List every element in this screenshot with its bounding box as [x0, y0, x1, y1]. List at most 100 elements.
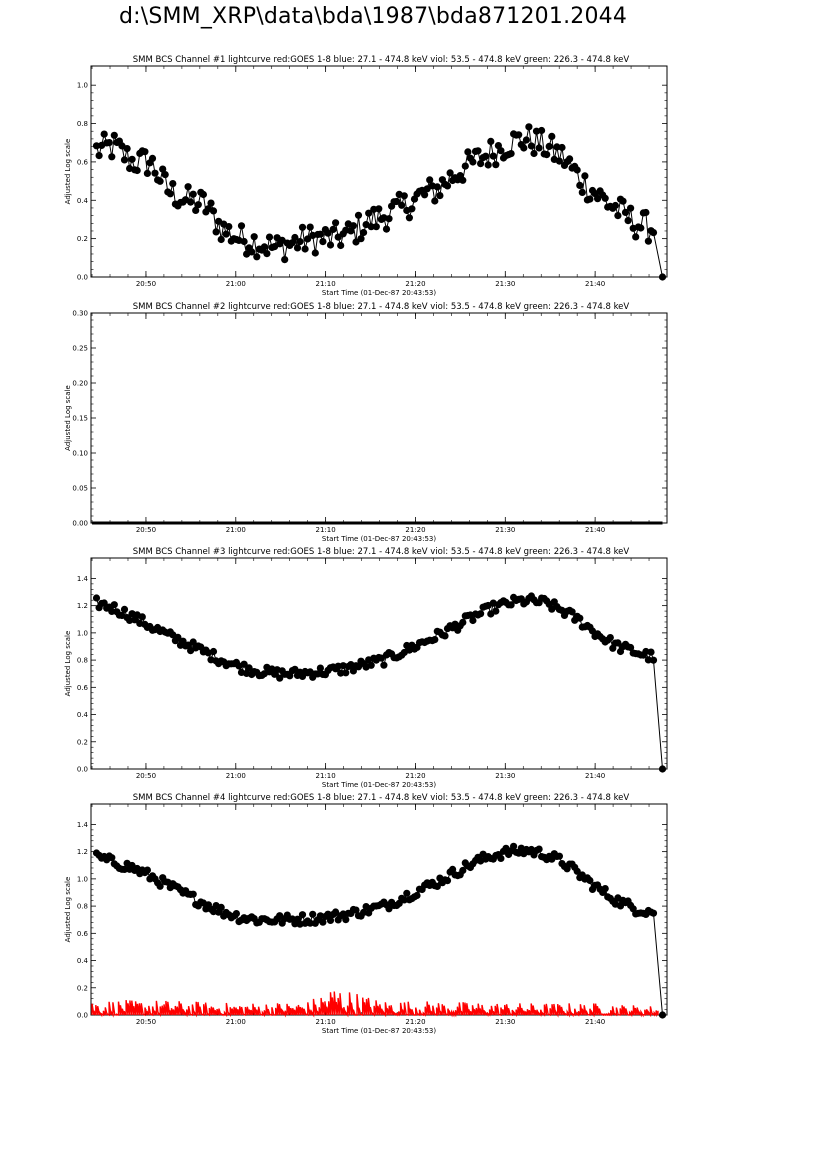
x-tick-label: 21:00 — [226, 1018, 246, 1026]
data-point — [621, 208, 630, 216]
data-point — [296, 238, 304, 246]
y-tick-label: 0.15 — [72, 415, 88, 423]
y-axis-label: Adjusted Log scale — [64, 385, 72, 451]
x-tick-label: 21:40 — [585, 526, 605, 534]
data-point — [110, 601, 118, 609]
data-point — [194, 201, 202, 209]
data-point — [441, 632, 449, 640]
data-point — [642, 208, 650, 217]
x-tick-label: 21:10 — [316, 772, 336, 780]
y-tick-label: 0.0 — [77, 766, 88, 774]
y-tick-label: 0.8 — [77, 120, 88, 128]
data-point — [637, 224, 645, 232]
data-point — [138, 613, 146, 621]
data-point — [489, 152, 497, 160]
data-point — [649, 656, 658, 664]
data-point — [555, 852, 564, 860]
y-tick-label: 1.0 — [77, 875, 88, 883]
y-tick-label: 1.0 — [77, 629, 88, 637]
data-point — [627, 643, 635, 652]
y-tick-label: 0.8 — [77, 903, 88, 911]
y-tick-label: 1.2 — [77, 848, 88, 856]
data-point — [367, 661, 375, 669]
x-tick-label: 21:10 — [316, 1018, 336, 1026]
data-point — [525, 123, 533, 131]
x-tick-label: 21:30 — [495, 526, 515, 534]
y-tick-label: 0.10 — [72, 450, 88, 458]
data-point — [248, 248, 256, 256]
data-point — [385, 215, 393, 223]
data-point — [477, 160, 485, 168]
x-tick-label: 20:50 — [136, 526, 156, 534]
data-point — [492, 607, 500, 615]
data-point — [644, 237, 653, 245]
data-point — [240, 237, 248, 246]
data-point — [209, 647, 218, 656]
data-point — [586, 876, 594, 885]
x-axis-label: Start Time (01-Dec-87 20:43:53) — [322, 289, 436, 297]
data-point — [207, 199, 215, 207]
y-tick-label: 0.05 — [72, 485, 88, 493]
series-1 — [92, 592, 667, 773]
x-tick-label: 21:00 — [226, 526, 246, 534]
data-point — [403, 889, 411, 897]
data-point — [360, 228, 368, 237]
data-point — [141, 148, 149, 156]
x-tick-label: 20:50 — [136, 280, 156, 288]
data-point — [189, 190, 197, 198]
data-point — [151, 169, 159, 177]
data-point — [400, 896, 408, 904]
x-tick-label: 21:20 — [405, 526, 425, 534]
chart-title: SMM BCS Channel #2 lightcurve red:GOES 1… — [133, 302, 630, 312]
x-tick-label: 21:00 — [226, 280, 246, 288]
data-point — [311, 249, 319, 257]
data-point — [306, 919, 314, 927]
data-point — [408, 205, 416, 213]
y-tick-label: 0.8 — [77, 657, 88, 665]
chart-panel-3: SMM BCS Channel #3 lightcurve red:GOES 1… — [64, 547, 668, 789]
data-point — [324, 910, 332, 918]
y-axis-label: Adjusted Log scale — [64, 631, 72, 697]
data-point — [568, 608, 576, 616]
data-point — [400, 192, 408, 200]
data-point — [576, 614, 584, 622]
data-point — [658, 273, 667, 281]
data-point — [469, 158, 477, 166]
data-point — [156, 177, 164, 185]
y-tick-label: 0.2 — [77, 235, 88, 243]
data-point — [459, 618, 467, 627]
data-point — [601, 885, 609, 893]
data-point — [108, 153, 116, 161]
chart-panel-4: SMM BCS Channel #4 lightcurve red:GOES 1… — [64, 793, 668, 1035]
data-point — [217, 903, 225, 912]
data-point — [337, 669, 345, 677]
data-point — [199, 190, 207, 199]
x-tick-label: 20:50 — [136, 1018, 156, 1026]
data-point — [187, 198, 195, 206]
data-point — [578, 188, 586, 196]
data-point — [92, 594, 101, 602]
x-tick-label: 21:20 — [405, 280, 425, 288]
data-point — [342, 669, 350, 677]
data-point — [431, 636, 439, 644]
data-point — [337, 241, 345, 250]
data-point — [421, 191, 429, 199]
series-1 — [92, 842, 667, 1019]
data-point — [217, 235, 225, 244]
y-tick-label: 1.4 — [77, 575, 89, 583]
page-title: d:\SMM_XRP\data\bda\1987\bda871201.2044 — [118, 4, 628, 29]
y-tick-label: 0.6 — [77, 684, 89, 692]
data-point — [105, 139, 113, 147]
data-point — [398, 201, 406, 209]
data-point — [367, 223, 375, 231]
y-tick-label: 1.2 — [77, 602, 88, 610]
data-point — [319, 238, 327, 246]
data-point — [298, 911, 307, 919]
data-point — [120, 156, 129, 164]
data-point — [184, 183, 192, 191]
y-tick-label: 0.30 — [72, 310, 88, 318]
data-point — [326, 241, 335, 249]
data-point — [482, 152, 490, 160]
data-point — [189, 638, 197, 646]
data-point — [649, 909, 658, 917]
